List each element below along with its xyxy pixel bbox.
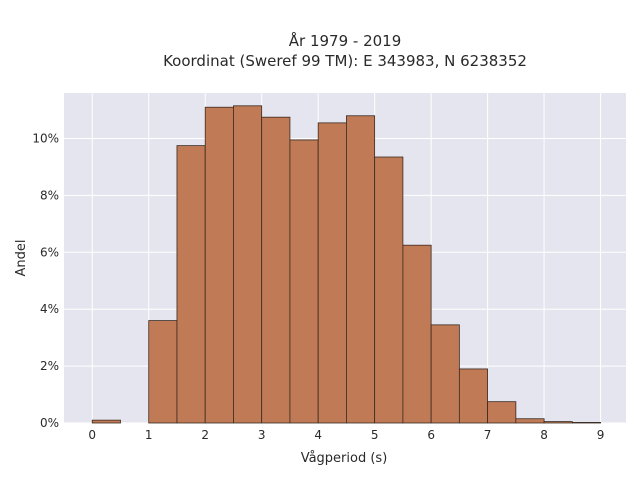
x-tick-label: 5 <box>371 428 379 442</box>
x-tick-label: 7 <box>484 428 492 442</box>
histogram-bar <box>176 145 206 424</box>
x-tick-label: 1 <box>145 428 153 442</box>
histogram-bar <box>261 116 291 424</box>
x-tick-label: 4 <box>314 428 322 442</box>
histogram-bar <box>148 320 178 424</box>
chart-title: År 1979 - 2019 <box>289 31 402 50</box>
x-axis-label: Vågperiod (s) <box>301 451 388 466</box>
y-tick-label: 4% <box>40 302 59 316</box>
histogram-bar <box>487 401 517 424</box>
histogram-bar <box>515 418 545 424</box>
histogram-bar <box>543 421 573 424</box>
histogram-bar <box>571 422 601 424</box>
histogram-bar <box>374 156 404 424</box>
y-axis-ticks: 0% 2% 4% 6% 8% 10% <box>32 132 59 430</box>
y-tick-label: 0% <box>40 416 59 430</box>
y-axis-label: Andel <box>14 240 29 277</box>
histogram-bar <box>346 115 376 424</box>
histogram-bar <box>204 106 234 424</box>
y-tick-label: 2% <box>40 359 59 373</box>
x-tick-label: 3 <box>258 428 266 442</box>
x-tick-label: 9 <box>597 428 605 442</box>
histogram-bar <box>317 122 347 424</box>
x-tick-label: 6 <box>427 428 435 442</box>
x-tick-label: 0 <box>88 428 96 442</box>
chart-subtitle: Koordinat (Sweref 99 TM): E 343983, N 62… <box>163 52 527 70</box>
x-axis-ticks: 0 1 2 3 4 5 6 7 8 9 <box>88 428 604 442</box>
histogram-bar <box>233 105 263 424</box>
histogram-bar <box>458 368 489 424</box>
histogram-bar <box>430 324 460 424</box>
y-tick-label: 10% <box>32 132 59 146</box>
y-tick-label: 8% <box>40 188 59 202</box>
histogram-bar <box>402 244 432 424</box>
y-tick-label: 6% <box>40 245 59 259</box>
x-tick-label: 2 <box>201 428 209 442</box>
histogram-bar <box>91 419 121 424</box>
x-tick-label: 8 <box>540 428 548 442</box>
bars <box>91 105 601 424</box>
histogram-bar <box>289 139 319 424</box>
